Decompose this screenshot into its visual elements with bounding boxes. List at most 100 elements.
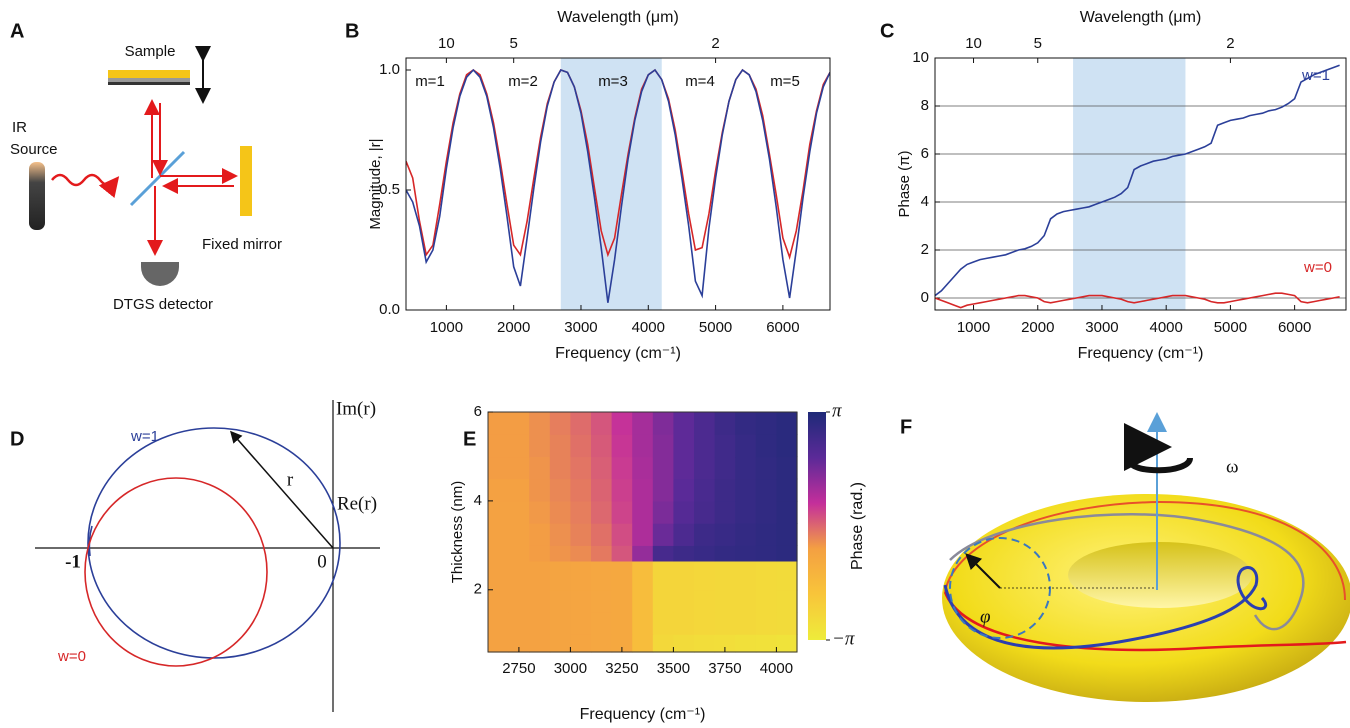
x-tick-label: 5000 xyxy=(699,319,732,336)
panel-f: F ω φ xyxy=(900,412,1350,702)
heat-cell xyxy=(591,412,613,435)
x-tick-label: 3500 xyxy=(657,660,690,677)
plot-frame xyxy=(405,57,831,311)
y-tick-label: 6 xyxy=(921,145,929,162)
heat-cell xyxy=(488,612,510,635)
y-tick-label: 10 xyxy=(912,49,929,66)
heat-cell xyxy=(694,560,716,591)
heat-cell xyxy=(694,634,716,653)
x-tick-label: 1000 xyxy=(957,319,990,336)
x-tick-label: 3750 xyxy=(708,660,741,677)
heat-cell xyxy=(776,589,798,613)
heat-cell xyxy=(673,612,695,635)
heat-cell xyxy=(776,500,798,524)
axis-label: Im(r) xyxy=(336,398,376,419)
heat-cell xyxy=(735,500,757,524)
heat-cell xyxy=(570,545,592,562)
heat-cell xyxy=(529,589,551,613)
x2-tick-label: 10 xyxy=(965,35,982,52)
tick-label: -1 xyxy=(65,551,81,572)
y-tick-label: 2 xyxy=(921,241,929,258)
heat-cell xyxy=(776,545,798,562)
heat-cell xyxy=(611,412,633,435)
y-axis-label: Thickness (nm) xyxy=(449,481,466,584)
x-tick-label: 4000 xyxy=(632,319,665,336)
heat-cell xyxy=(591,634,613,653)
heat-cell xyxy=(632,456,654,480)
torus-hole xyxy=(1068,542,1252,608)
heat-cell xyxy=(488,523,510,546)
series-line xyxy=(406,68,830,303)
heat-cell xyxy=(611,456,633,480)
heat-cell xyxy=(673,634,695,653)
heat-cell xyxy=(529,560,551,591)
x-tick-label: 3000 xyxy=(1085,319,1118,336)
source-label: Source xyxy=(10,141,58,158)
path-curve xyxy=(943,566,1268,650)
heat-cell xyxy=(714,612,736,635)
heat-cell xyxy=(694,545,716,562)
heat-cell xyxy=(755,456,777,480)
heat-cell xyxy=(652,434,674,458)
heat-cell xyxy=(508,434,530,458)
heat-cell xyxy=(611,434,633,458)
heat-cell xyxy=(755,478,777,502)
heat-cell xyxy=(508,478,530,502)
ir-source xyxy=(29,162,45,230)
heat-cell xyxy=(611,560,633,591)
heat-cell xyxy=(673,589,695,613)
heat-cell xyxy=(652,560,674,591)
y-tick-label: 4 xyxy=(474,492,482,509)
detector-label: DTGS detector xyxy=(113,296,213,313)
heat-cell xyxy=(714,412,736,435)
heat-cell xyxy=(694,612,716,635)
heat-cell xyxy=(508,523,530,546)
heat-cell xyxy=(694,589,716,613)
x-tick-label: 5000 xyxy=(1214,319,1247,336)
angle-label: φ xyxy=(980,606,991,627)
panel-label: C xyxy=(880,20,894,42)
y-tick-label: 0.5 xyxy=(379,181,400,198)
panel-label: A xyxy=(10,20,24,42)
radius-label: r xyxy=(287,469,294,490)
heat-cell xyxy=(611,500,633,524)
detector xyxy=(141,262,179,286)
heat-cell xyxy=(570,478,592,502)
heat-cell xyxy=(570,412,592,435)
beam-splitter xyxy=(129,150,186,207)
x2-axis-label: Wavelength (μm) xyxy=(1080,9,1202,26)
heat-cell xyxy=(673,478,695,502)
x-axis-label: Frequency (cm⁻¹) xyxy=(1078,345,1204,362)
x-tick-label: 6000 xyxy=(1278,319,1311,336)
heat-cell xyxy=(529,412,551,435)
heat-cell xyxy=(714,589,736,613)
w1-curve xyxy=(87,427,341,659)
heat-cell xyxy=(652,412,674,435)
heat-cell xyxy=(611,612,633,635)
x2-tick-label: 2 xyxy=(711,35,719,52)
heat-cell xyxy=(591,478,613,502)
heat-cell xyxy=(735,560,757,591)
path-curve xyxy=(944,500,1346,601)
x-tick-label: 4000 xyxy=(1150,319,1183,336)
y-tick-label: 1.0 xyxy=(379,61,400,78)
heat-cell xyxy=(488,500,510,524)
curve-label: w=0 xyxy=(57,648,86,665)
heat-cell xyxy=(549,560,571,591)
heat-cell xyxy=(488,634,510,653)
sample-base xyxy=(108,82,190,85)
heat-cell xyxy=(591,434,613,458)
y-axis-label: Phase (π) xyxy=(896,150,913,217)
curve-label: w=1 xyxy=(130,428,159,445)
annotation: m=5 xyxy=(770,73,800,90)
heat-cell xyxy=(735,434,757,458)
plot-frame xyxy=(487,411,798,653)
heat-cell xyxy=(632,500,654,524)
heat-cell xyxy=(694,456,716,480)
heat-cell xyxy=(652,523,674,546)
y-tick-label: 6 xyxy=(474,403,482,420)
heat-cell xyxy=(735,523,757,546)
y-tick-label: 0.0 xyxy=(379,301,400,318)
x-axis-label: Frequency (cm⁻¹) xyxy=(555,345,681,362)
